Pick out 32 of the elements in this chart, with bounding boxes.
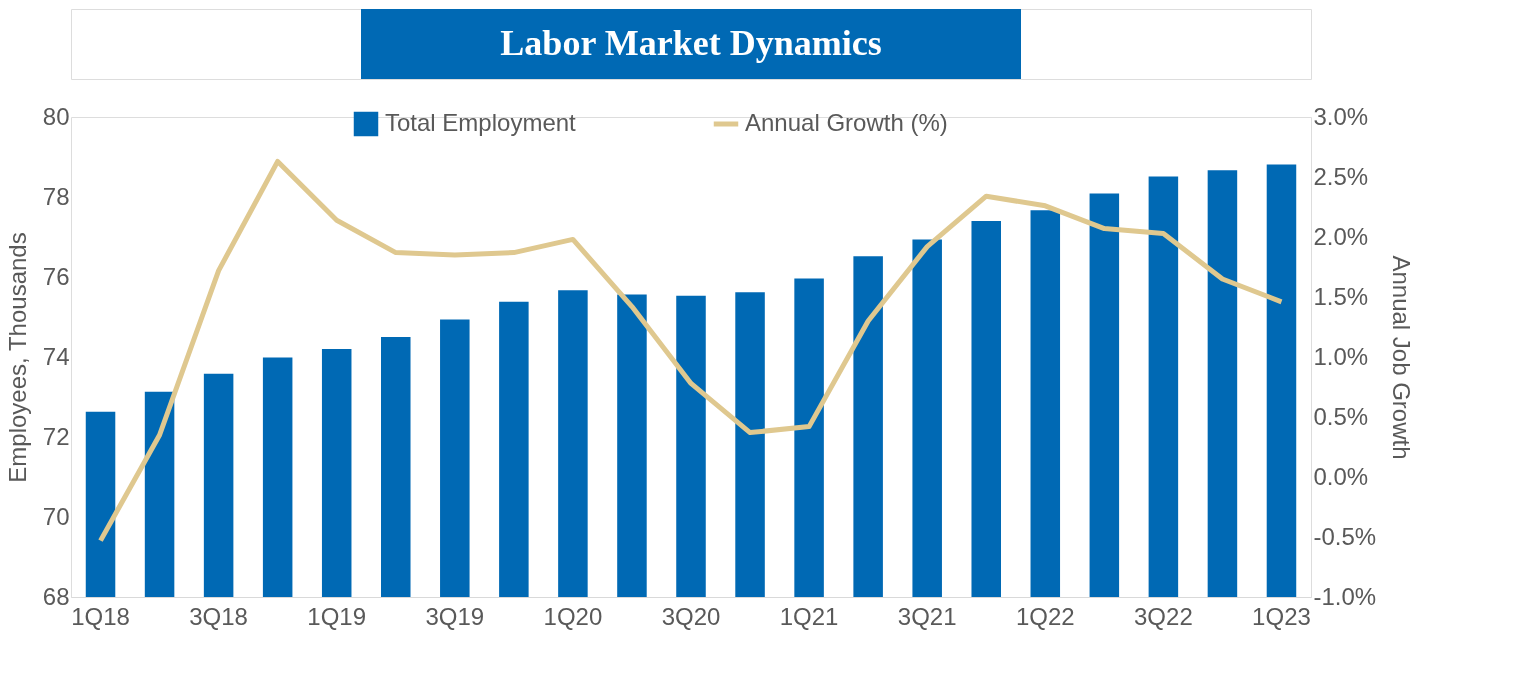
y2-tick-label: 2.0%	[1313, 222, 1369, 250]
x-tick-label: 1Q18	[71, 602, 130, 630]
x-tick-label: 3Q19	[425, 602, 485, 630]
y2-tick-label: 1.0%	[1313, 342, 1369, 370]
y-tick-label: 78	[42, 182, 70, 210]
y-tick-label: 74	[42, 342, 70, 370]
y2-tick-label: -0.5%	[1313, 522, 1377, 550]
x-tick-label: 3Q20	[661, 602, 721, 630]
y-tick-label: 80	[42, 102, 70, 130]
legend-label: Total Employment	[385, 109, 577, 136]
y2-tick-label: 2.5%	[1313, 162, 1369, 190]
legend-label: Annual Growth (%)	[745, 109, 948, 136]
x-tick-label: 1Q23	[1252, 602, 1311, 630]
x-tick-label: 1Q19	[307, 602, 367, 630]
x-tick-label: 1Q22	[1015, 602, 1075, 630]
y-axis-title: Employees, Thousands	[3, 232, 31, 483]
x-tick-label: 3Q21	[897, 602, 957, 630]
y2-tick-label: -1.0%	[1313, 582, 1377, 610]
y2-tick-label: 3.0%	[1313, 102, 1369, 130]
y-tick-label: 72	[42, 422, 70, 450]
y2-axis-title: Annual Job Growth	[1388, 255, 1416, 460]
x-tick-label: 1Q20	[543, 602, 603, 630]
y-tick-label: 68	[42, 582, 70, 610]
y2-tick-label: 1.5%	[1313, 282, 1369, 310]
y-tick-label: 70	[42, 502, 70, 530]
y2-tick-label: 0.0%	[1313, 462, 1369, 490]
x-tick-label: 3Q22	[1134, 602, 1193, 630]
x-tick-label: 3Q18	[189, 602, 248, 630]
chart-title: Labor Market Dynamics	[500, 23, 882, 63]
x-tick-label: 1Q21	[779, 602, 839, 630]
y-tick-label: 76	[42, 262, 70, 290]
y2-tick-label: 0.5%	[1313, 402, 1369, 430]
